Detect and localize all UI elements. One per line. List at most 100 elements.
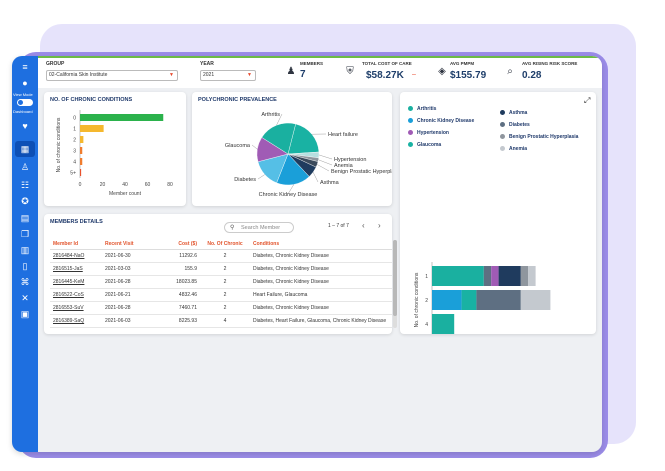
bar [80,125,104,132]
member-id-link[interactable]: 2816389-SaQ [50,314,102,328]
table-cell: Diabetes, Chronic Kidney Disease [250,249,392,263]
menu-icon[interactable]: ≡ [22,62,28,72]
x-tick-label: 40 [122,182,128,188]
table-row[interactable]: 2816522-CoS 2021-06-21 4832.46 2 Heart Failu… [50,288,392,302]
column-header[interactable]: Cost ($) [152,239,200,250]
group-icon[interactable]: ☷ [20,180,30,190]
view-mode-toggle[interactable] [17,99,33,106]
bar [80,114,164,121]
table-cell: 2021-06-21 [102,288,152,302]
y-tick-label: 2 [73,138,76,144]
document-icon[interactable]: ▤ [20,213,30,223]
legend-item[interactable]: Anemia [500,146,527,152]
member-id-link[interactable]: 2816553-SuV [50,301,102,315]
user-icon[interactable]: ● [22,78,28,88]
stacked-segment [528,266,536,286]
file-icon[interactable]: ▯ [22,261,28,271]
group-select[interactable]: 02-California Skin Institute ▼ [46,70,178,81]
member-id-link[interactable]: 2816522-CoS [50,288,102,302]
table-scrollbar-thumb[interactable] [393,240,397,316]
prev-page-button[interactable]: ‹ [362,221,365,230]
table-cell: Diabetes, Chronic Kidney Disease [250,301,392,315]
stacked-segment [520,266,529,286]
active-nav-highlight [15,141,35,157]
table-row[interactable]: 2816484-NaO 2021-06-30 11292.6 2 Diabetes, C… [50,249,392,263]
stacked-segment [432,266,484,286]
x-tick-label: 0 [79,182,82,188]
chronic-conditions-title: NO. OF CHRONIC CONDITIONS [50,97,133,103]
pie-label: Hypertension [334,157,366,163]
legend-swatch [408,106,413,112]
tools-icon[interactable]: ✕ [21,293,29,303]
award-icon[interactable]: ✪ [21,196,29,206]
column-header[interactable]: No. Of Chronic [200,239,250,250]
legend-item[interactable]: Diabetes [500,122,530,128]
legend-item[interactable]: Arthritis [408,106,436,112]
member-id-link[interactable]: 2816484-NaO [50,249,102,263]
table-cell: Diabetes, Heart Failure, Glaucoma, Chron… [250,314,392,328]
column-header[interactable]: Member Id [50,239,102,250]
pie-label: Diabetes [234,177,256,183]
column-header[interactable]: Recent Visit [102,239,152,250]
bar [80,147,83,154]
pie-label: Asthma [320,180,340,186]
legend-label: Glaucoma [417,142,442,148]
year-select[interactable]: 2021 ▼ [200,70,256,81]
legend-label: Benign Prostatic Hyperplasia [509,134,579,140]
dashboard-window: ≡ ● View Mode Dashboard ♥ ▦ ♙ ☷ ✪ ▤ ❐ ▥ … [12,56,602,452]
chevron-down-icon: ▼ [247,72,252,78]
chevron-down-icon: ▼ [169,72,174,78]
member-id-link[interactable]: 2816445-KeM [50,275,102,289]
table-row[interactable]: 2816553-SuV 2021-06-28 7460.71 2 Diabetes, C… [50,301,392,315]
report-icon[interactable]: ▥ [20,245,30,255]
pie-slice [287,123,320,155]
members-details-card: MEMBERS DETAILS ⚲ Search Member 1 – 7 of… [44,214,397,334]
table-cell: Diabetes, Chronic Kidney Disease [250,275,392,289]
y-tick-label: 1 [425,274,428,280]
table-row[interactable]: 2816389-SaQ 2021-06-03 8225.93 4 Diabetes, H… [50,314,392,328]
clipboard-icon[interactable]: ▣ [20,309,30,319]
pie-leader-line [318,154,333,160]
next-page-button[interactable]: › [378,221,381,230]
pie-leader-line [318,159,333,166]
column-header[interactable]: Conditions [250,239,392,250]
bar [80,158,83,165]
table-row[interactable]: 2816445-KeM 2021-06-28 18023.85 2 Diabetes, … [50,275,392,289]
legend-swatch [500,122,505,128]
legend-label: Diabetes [509,122,530,128]
heart-pulse-icon[interactable]: ♥ [22,121,28,131]
legend-item[interactable]: Benign Prostatic Hyperplasia [500,134,578,140]
network-icon[interactable]: ⌘ [20,277,30,287]
y-tick-label: 4 [73,160,76,166]
kpi-members-value: 7 [300,69,306,80]
legend-item[interactable]: Glaucoma [408,142,441,148]
person-icon[interactable]: ♙ [20,162,30,172]
stacked-segment [483,266,492,286]
sidebar: ≡ ● View Mode Dashboard ♥ ▦ ♙ ☷ ✪ ▤ ❐ ▥ … [12,56,38,452]
members-title: MEMBERS DETAILS [50,219,103,225]
pie-label: Heart failure [328,132,358,138]
table-cell: 2021-06-03 [102,314,152,328]
view-mode-label: View Mode [13,92,33,97]
copy-icon[interactable]: ❐ [20,229,30,239]
y-tick-label: 4 [425,322,428,328]
legend-item[interactable]: Asthma [500,110,527,116]
filter-bar: GROUP 02-California Skin Institute ▼ YEA… [38,56,602,88]
stacked-segment [491,266,499,286]
search-member-input[interactable]: ⚲ Search Member [224,222,294,233]
dashboard-label: Dashboard [13,109,33,114]
stacked-segment [498,266,521,286]
member-id-link[interactable]: 2816515-JaS [50,262,102,276]
stacked-segment [432,314,455,334]
table-cell: 2 [200,288,250,302]
legend-item[interactable]: Chronic Kidney Disease [408,118,474,124]
table-cell: 4832.46 [152,288,200,302]
expand-icon[interactable]: ⤢ [584,96,591,105]
search-icon: ⚲ [230,225,235,231]
x-axis-label: Member count [109,191,142,197]
legend-item[interactable]: Hypertension [408,130,449,136]
chart-icon[interactable]: ▦ [20,144,30,154]
table-row[interactable]: 2816515-JaS 2021-03-03 155.9 2 Diabetes, Chr… [50,262,392,276]
